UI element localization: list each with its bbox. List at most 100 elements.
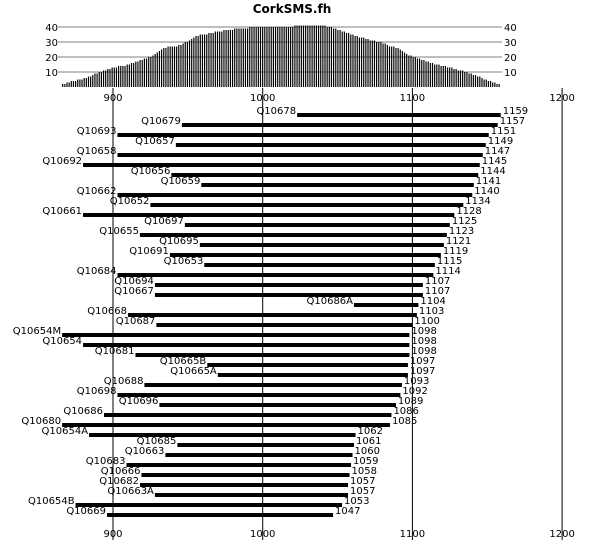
bar-label-Q10654M: Q10654M [13,326,61,337]
histogram-bar [85,78,87,87]
histogram-bar [199,34,201,87]
bar-label-Q10667: Q10667 [114,286,154,297]
bar-label-Q10679: Q10679 [141,116,181,127]
histogram-bar [227,30,229,87]
histogram-bar [163,48,165,87]
histogram-bar [124,66,126,87]
histogram-tick-left: 10 [45,68,58,79]
bar-value-Q10665A: 1097 [410,366,435,377]
bar-label-Q10688: Q10688 [104,376,144,387]
histogram-bar [438,64,440,87]
histogram-bar [401,51,403,87]
bar-value-Q10661: 1128 [456,206,481,217]
bar-value-Q10685: 1061 [356,436,381,447]
histogram-bar [489,81,492,87]
bar-label-Q10681: Q10681 [95,346,135,357]
histogram-tick-right: 10 [504,68,517,79]
histogram-bar [352,34,354,87]
histogram-bar [309,25,311,87]
bar-Q10654B [75,503,343,507]
bar-label-Q10686A: Q10686A [306,296,353,307]
histogram-bar [294,25,296,87]
histogram-bar [229,30,231,87]
histogram-bar [171,46,173,87]
histogram-bar [154,54,156,87]
bars: Q10678 1159 Q10679 1157 Q10693 1151 Q10657 1149… [13,106,528,517]
bar-label-Q10678: Q10678 [256,106,296,117]
bar-value-Q10691: 1119 [443,246,468,257]
bar-label-Q10693: Q10693 [77,126,117,137]
bar-value-Q10680: 1085 [392,416,417,427]
bar-value-Q10652: 1134 [465,196,490,207]
bar-Q10666 [141,473,350,477]
bar-label-Q10694: Q10694 [114,276,154,287]
histogram-bar [436,64,438,87]
histogram-tick-left: 30 [45,38,58,49]
bar-Q10655 [139,233,447,237]
bar-value-Q10684: 1114 [435,266,460,277]
histogram-bar [238,28,240,87]
bar-Q10698 [117,393,401,397]
bar-value-Q10687: 1100 [414,316,439,327]
histogram [62,25,500,87]
bar-Q10654A [89,433,356,437]
bar-Q10681 [135,353,410,357]
x-tick-label-top: 1200 [549,93,574,104]
histogram-bar [167,46,169,87]
bar-value-Q10663: 1060 [355,446,380,457]
bar-Q10668 [127,313,417,317]
histogram-bar [115,67,118,87]
histogram-bar [165,48,167,87]
histogram-bar [130,63,133,87]
histogram-bar [378,42,380,87]
bar-Q10663A [154,493,349,497]
histogram-tick-left: 40 [45,23,58,34]
histogram-bar [382,43,384,87]
bar-label-Q10669: Q10669 [66,506,106,517]
histogram-bar [234,28,236,87]
x-tick-label-top: 900 [103,93,122,104]
bar-label-Q10656: Q10656 [131,166,171,177]
histogram-bar [393,46,395,87]
bar-label-Q10682: Q10682 [99,476,139,487]
histogram-bar [399,49,401,87]
histogram-bar [335,28,337,87]
bar-value-Q10694: 1107 [425,276,450,287]
histogram-bar [358,37,360,87]
histogram-bar [87,76,90,87]
histogram-bar [305,25,307,87]
histogram-bar [128,64,130,87]
histogram-bar [487,81,489,87]
bar-label-Q10661: Q10661 [42,206,82,217]
histogram-bar [83,78,85,87]
histogram-bar [367,39,369,87]
histogram-bar [197,36,199,87]
histogram-bar [371,40,373,87]
bar-Q10665B [207,363,408,367]
histogram-bar [302,25,305,87]
histogram-bar [337,30,339,87]
bar-Q10678 [297,113,501,117]
bar-label-Q10697: Q10697 [144,216,184,227]
x-tick-label-bottom: 1100 [400,529,425,540]
histogram-tick-right: 40 [504,23,517,34]
bar-value-Q10683: 1059 [353,456,378,467]
histogram-bar [457,70,459,87]
histogram-bar [173,46,176,87]
bar-label-Q10652: Q10652 [110,196,150,207]
bar-value-Q10679: 1157 [500,116,525,127]
histogram-bar [113,67,115,87]
histogram-bar [356,36,358,87]
histogram-bar [451,67,453,87]
histogram-bar [485,79,487,87]
histogram-bar [81,79,83,87]
histogram-bar [481,78,483,87]
histogram-bar [455,69,457,87]
histogram-bar [120,66,122,87]
histogram-bar [388,46,391,87]
histogram-bar [360,37,363,87]
bar-Q10653 [204,263,435,267]
histogram-bar [118,66,120,87]
bar-Q10679 [181,123,498,127]
histogram-bar [365,39,367,87]
